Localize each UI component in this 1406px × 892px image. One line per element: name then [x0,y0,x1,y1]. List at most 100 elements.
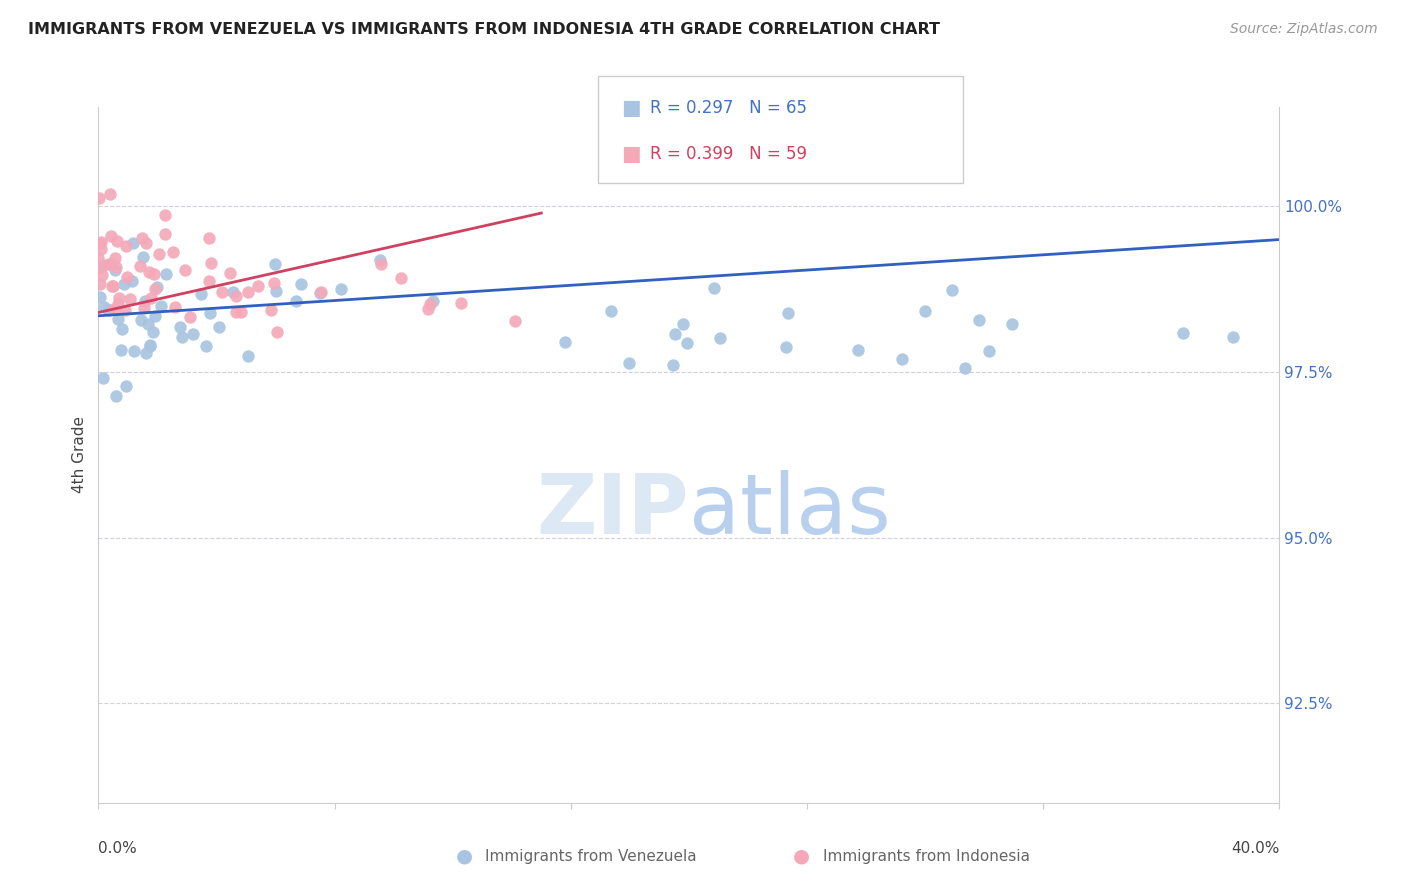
Point [155,267,177,281]
Point [142,325,165,339]
Point [101,279,124,293]
Point [198,274,221,288]
Point [104,262,127,277]
Point [150,299,173,313]
Point [675,335,697,350]
Point [330,282,353,296]
Point [1222,330,1244,344]
Point [419,297,441,311]
Point [100,278,122,293]
Point [121,236,143,251]
Point [100,229,122,244]
Point [146,280,169,294]
Point [229,304,252,318]
Point [285,293,308,308]
Point [165,300,187,314]
Point [311,285,333,299]
Point [914,303,936,318]
Point [105,235,128,249]
Point [107,297,129,311]
Point [503,313,526,327]
Point [100,257,122,271]
Point [98,256,121,270]
Text: atlas: atlas [689,470,890,551]
Point [416,302,439,317]
Point [98,303,121,318]
Point [111,322,134,336]
Point [941,283,963,297]
Point [121,274,143,288]
Point [967,312,990,326]
Point [136,318,159,332]
Point [266,325,288,339]
Point [129,313,152,327]
Point [890,351,912,366]
Point [260,302,283,317]
Point [104,251,127,265]
Text: 40.0%: 40.0% [1232,841,1279,856]
Point [264,257,287,271]
Point [222,285,245,299]
Point [114,238,136,252]
Point [100,187,122,202]
Text: 0.0%: 0.0% [98,841,138,856]
Point [112,277,135,292]
Point [145,310,167,324]
Point [138,265,160,279]
Point [93,371,115,385]
Point [93,301,115,315]
Point [848,343,870,358]
Text: R = 0.297   N = 65: R = 0.297 N = 65 [650,99,807,117]
Point [225,305,247,319]
Point [368,252,391,267]
Point [135,346,157,360]
Point [703,281,725,295]
Point [139,338,162,352]
Point [200,256,222,270]
Point [148,247,170,261]
Y-axis label: 4th Grade: 4th Grade [72,417,87,493]
Text: Immigrants from Indonesia: Immigrants from Indonesia [823,849,1029,863]
Point [131,231,153,245]
Point [90,268,112,282]
Point [211,285,233,299]
Point [139,291,162,305]
Point [219,266,242,280]
Point [389,271,412,285]
Point [89,277,111,291]
Text: IMMIGRANTS FROM VENEZUELA VS IMMIGRANTS FROM INDONESIA 4TH GRADE CORRELATION CHA: IMMIGRANTS FROM VENEZUELA VS IMMIGRANTS … [28,22,941,37]
Point [246,278,269,293]
Text: Source: ZipAtlas.com: Source: ZipAtlas.com [1230,22,1378,37]
Point [1171,326,1194,341]
Text: R = 0.399   N = 59: R = 0.399 N = 59 [650,145,807,163]
Point [709,331,731,345]
Point [198,231,221,245]
Point [290,277,312,291]
Point [671,318,693,332]
Point [134,293,156,308]
Text: ●: ● [793,847,810,866]
Point [776,306,799,320]
Point [236,349,259,363]
Point [118,292,141,306]
Point [90,235,112,249]
Point [107,312,129,326]
Point [132,250,155,264]
Point [90,243,112,257]
Point [87,251,110,265]
Point [105,389,128,403]
Point [599,303,621,318]
Point [554,334,576,349]
Text: ■: ■ [621,144,641,164]
Point [207,319,229,334]
Point [308,286,330,301]
Point [955,360,977,375]
Text: ●: ● [456,847,472,866]
Point [87,191,110,205]
Point [422,294,444,309]
Point [135,236,157,251]
Point [132,301,155,316]
Point [129,259,152,273]
Point [370,257,392,271]
Point [179,310,201,324]
